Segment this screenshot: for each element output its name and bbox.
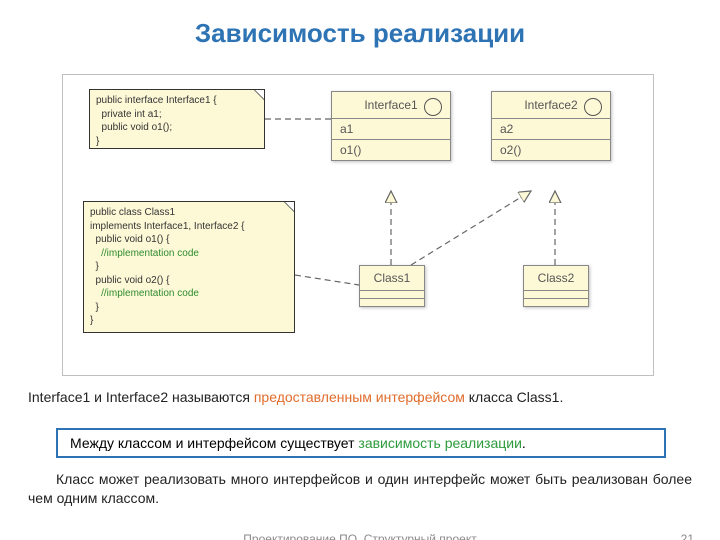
callout-realization-dependency: Между классом и интерфейсом существует з… — [56, 428, 666, 458]
code-note-interface1: public interface Interface1 { private in… — [89, 89, 265, 149]
callout-pre: Между классом и интерфейсом существует — [70, 435, 358, 451]
interface1-op: o1() — [332, 140, 450, 160]
note1-line1: public interface Interface1 { — [96, 94, 258, 108]
callout-highlight: зависимость реализации — [358, 435, 522, 451]
page-number: 21 — [681, 532, 694, 540]
class1-name: Class1 — [360, 266, 424, 291]
p1-post: класса Class1. — [465, 389, 564, 405]
note2-line6: public void o2() { — [90, 274, 288, 288]
interface2-name: Interface2 — [524, 98, 577, 112]
note1-line4: } — [96, 135, 258, 149]
uml-class2: Class2 — [523, 265, 589, 307]
note2-line7: //implementation code — [90, 287, 288, 301]
p1-pre: Interface1 и Interface2 называются — [28, 389, 254, 405]
paragraph-multi-impl: Класс может реализовать много интерфейсо… — [28, 470, 692, 508]
note2-line2: implements Interface1, Interface2 { — [90, 220, 288, 234]
interface1-attr: a1 — [332, 119, 450, 140]
note2-line4: //implementation code — [90, 247, 288, 261]
note1-line2: private int a1; — [96, 108, 258, 122]
note2-line5: } — [90, 260, 288, 274]
note2-line1: public class Class1 — [90, 206, 288, 220]
slide-footer: Проектирование ПО. Структурный проект — [0, 532, 720, 540]
note2-line3: public void o1() { — [90, 233, 288, 247]
interface-icon — [584, 98, 602, 116]
note2-line8: } — [90, 301, 288, 315]
uml-class1: Class1 — [359, 265, 425, 307]
note1-line3: public void o1(); — [96, 121, 258, 135]
uml-interface2: Interface2 a2 o2() — [491, 91, 611, 161]
note2-line9: } — [90, 314, 288, 328]
uml-interface1: Interface1 a1 o1() — [331, 91, 451, 161]
class2-name: Class2 — [524, 266, 588, 291]
code-note-class1: public class Class1 implements Interface… — [83, 201, 295, 333]
paragraph-provided-interface: Interface1 и Interface2 называются предо… — [28, 388, 692, 407]
slide-title: Зависимость реализации — [0, 18, 720, 49]
callout-post: . — [522, 435, 526, 451]
p1-highlight: предоставленным интерфейсом — [254, 389, 465, 405]
uml-diagram-area: public interface Interface1 { private in… — [62, 74, 654, 376]
interface2-attr: a2 — [492, 119, 610, 140]
interface1-name: Interface1 — [364, 98, 417, 112]
interface-icon — [424, 98, 442, 116]
interface2-op: o2() — [492, 140, 610, 160]
